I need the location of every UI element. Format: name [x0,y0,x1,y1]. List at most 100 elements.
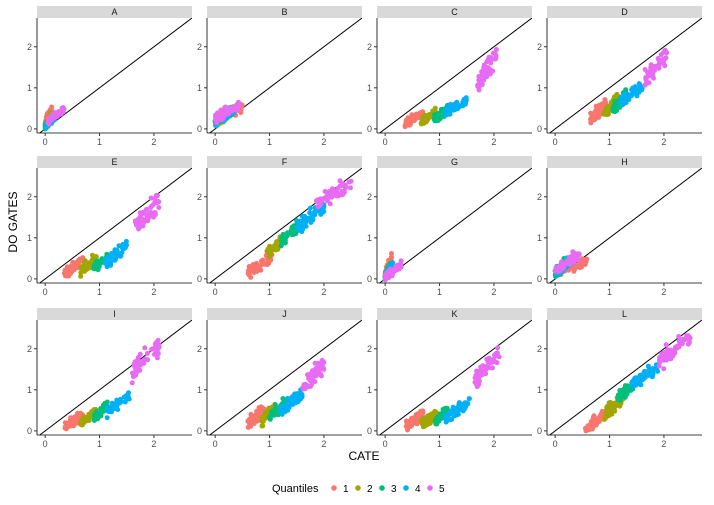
point-q5 [135,355,141,360]
point-q1 [583,257,589,262]
x-tick-label: 2 [321,439,326,449]
points-group [42,104,67,132]
point-q5 [662,349,668,355]
point-q5 [129,380,135,386]
point-q5 [151,351,157,357]
point-q5 [306,375,312,381]
y-tick-label: 0 [537,274,542,284]
point-q1 [70,263,76,269]
point-q5 [394,267,400,273]
legend-key-1 [331,485,337,491]
point-q3 [267,414,273,420]
point-q5 [553,265,559,271]
point-q5 [390,267,396,273]
point-q4 [629,383,635,389]
point-q2 [422,422,427,428]
point-q4 [456,401,462,407]
point-q5 [307,384,313,389]
reference-line [39,168,192,283]
point-q5 [668,347,674,353]
point-q4 [123,238,129,244]
point-q1 [63,268,68,274]
legend-label-5: 5 [439,484,445,495]
point-q5 [474,368,480,374]
point-q2 [601,417,607,422]
point-q5 [480,71,486,77]
point-q5 [648,71,654,77]
point-q4 [446,412,452,418]
point-q5 [642,67,648,72]
point-q5 [132,359,138,365]
x-tick-label: 1 [267,137,272,147]
point-q5 [489,359,495,364]
point-q4 [295,391,301,396]
x-tick-label: 0 [383,137,388,147]
point-q5 [479,372,485,378]
panel-I: I 0 1 2 0 1 2 [27,308,192,449]
point-q5 [656,357,662,363]
point-q4 [112,401,117,407]
point-q1 [245,424,251,430]
point-q5 [475,82,481,88]
point-q5 [686,335,692,341]
point-q4 [390,260,396,266]
point-q1 [589,114,595,120]
y-tick-label: 0 [27,124,32,134]
point-q4 [632,84,638,90]
point-q5 [319,373,324,379]
point-q1 [250,420,256,426]
point-q5 [663,342,669,348]
y-tick-label: 1 [197,83,202,93]
legend: Quantiles 1 2 3 4 5 [272,483,445,495]
point-q4 [115,407,121,413]
y-tick-label: 2 [197,192,202,202]
point-q4 [122,399,128,405]
point-q5 [218,115,224,121]
point-q5 [489,56,495,62]
point-q4 [636,89,642,95]
point-q5 [490,365,495,371]
point-q5 [225,111,231,116]
point-q5 [324,195,330,201]
point-q5 [327,201,333,207]
point-q3 [98,406,104,412]
point-q5 [329,186,335,192]
point-q3 [434,417,440,423]
panel-E: E 0 1 2 0 1 2 [27,156,192,297]
point-q2 [605,106,611,112]
point-q5 [133,372,139,378]
y-tick-label: 1 [537,83,542,93]
point-q1 [258,258,264,264]
x-tick-label: 1 [267,439,272,449]
point-q2 [607,405,613,411]
point-q5 [495,345,501,351]
y-tick-label: 1 [27,83,32,93]
point-q5 [676,334,682,339]
point-q1 [73,420,78,426]
points-group [403,345,502,433]
point-q5 [145,218,151,224]
panel-strip-label: F [282,157,288,167]
point-q1 [77,258,83,264]
points-group [245,178,354,280]
point-q1 [589,419,595,425]
point-q5 [156,199,162,205]
point-q4 [112,257,118,263]
point-q5 [57,110,63,116]
panel-strip-label: K [451,309,457,319]
point-q4 [634,381,639,387]
point-q4 [460,405,466,411]
y-tick-label: 2 [367,344,372,354]
point-q3 [433,421,439,427]
point-q2 [607,411,613,417]
point-q2 [260,423,266,429]
point-q4 [116,243,122,249]
point-q5 [493,53,499,59]
y-tick-label: 0 [27,426,32,436]
point-q1 [408,422,414,428]
point-q4 [279,411,285,417]
y-tick-label: 0 [537,426,542,436]
point-q5 [335,185,341,191]
x-tick-label: 1 [97,439,102,449]
